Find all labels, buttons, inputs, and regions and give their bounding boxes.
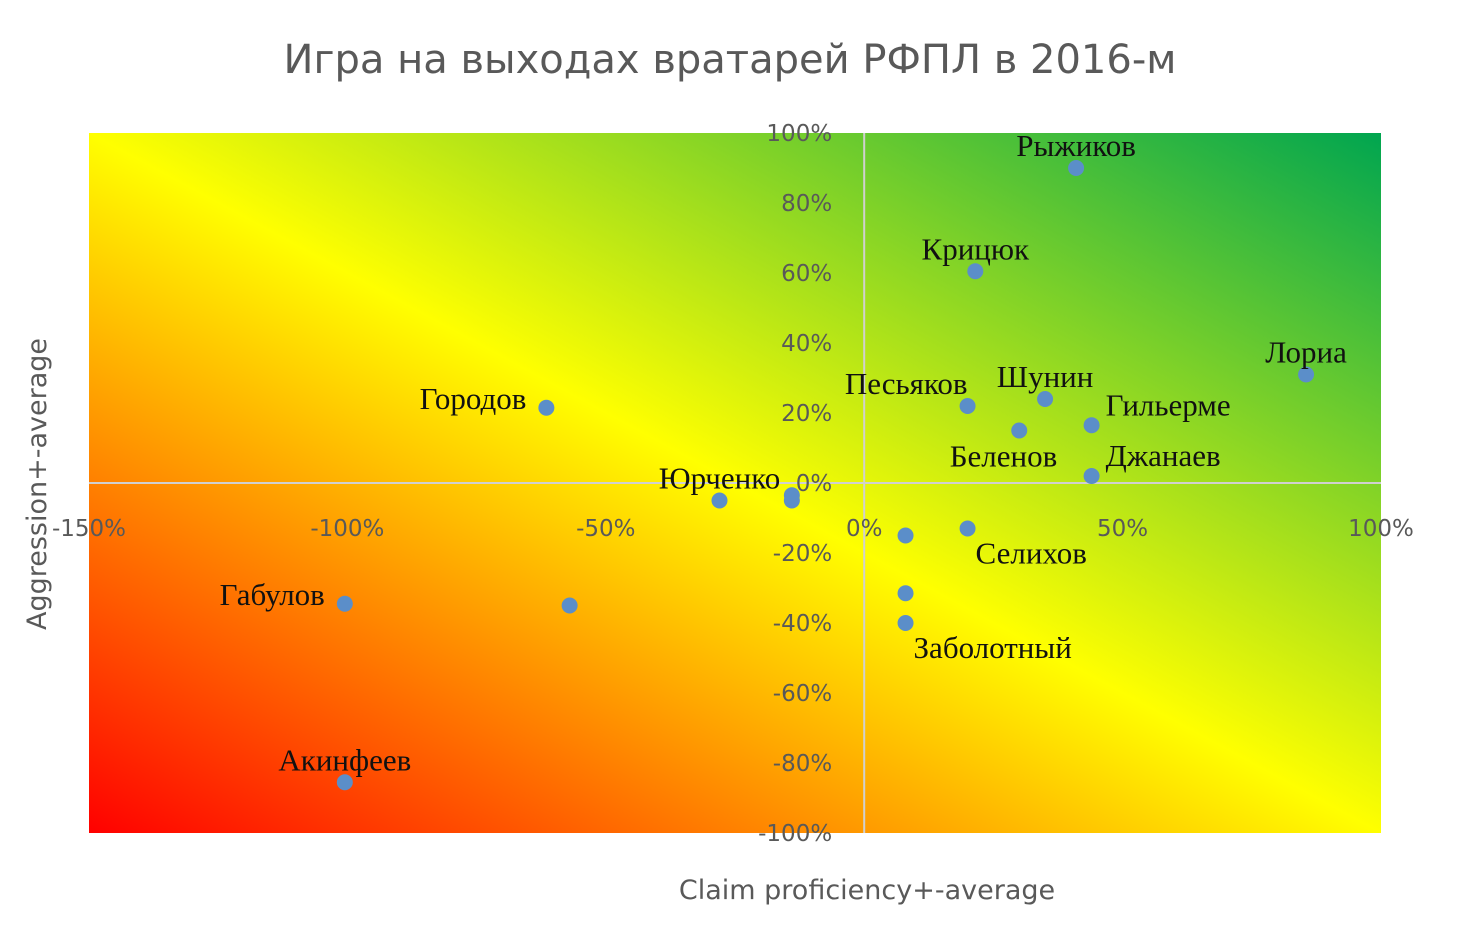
data-point — [538, 399, 555, 416]
data-point — [897, 585, 914, 602]
y-tick-label: 80% — [781, 191, 832, 217]
data-point — [897, 615, 914, 631]
data-point-label: Шунин — [997, 359, 1094, 394]
x-tick-label: 0% — [846, 516, 883, 542]
x-tick-label: -50% — [576, 516, 635, 542]
data-point-label: Селихов — [976, 536, 1087, 571]
data-point — [561, 597, 578, 614]
axes — [89, 133, 1381, 833]
data-point-label: Джанаев — [1106, 438, 1221, 473]
y-tick-label: -80% — [773, 751, 832, 777]
data-point-label: Крицюк — [922, 231, 1031, 266]
x-tick-label: 50% — [1097, 516, 1148, 542]
data-point-label: Акинфеев — [278, 742, 411, 777]
y-tick-label: 100% — [766, 121, 832, 147]
data-point — [711, 492, 728, 509]
data-point — [1083, 417, 1100, 434]
data-point — [1068, 160, 1085, 176]
y-axis-ticks: 100% 80% 60% 40% 20% 0% -20% -40% -60% -80% -100% — [758, 121, 832, 847]
x-axis-title: Claim proficiency+-average — [679, 875, 1055, 906]
data-point — [336, 774, 353, 791]
data-point-label: Гильерме — [1106, 387, 1231, 422]
point-labels: Рыжиков Крицюк Лориа Шунин Песьяков Гильерме Б… — [220, 128, 1348, 777]
data-point-label: Габулов — [220, 577, 325, 612]
data-point — [336, 595, 353, 612]
y-tick-label: -20% — [773, 541, 832, 567]
y-tick-label: 20% — [781, 401, 832, 427]
y-tick-label: -60% — [773, 681, 832, 707]
y-tick-label: 40% — [781, 331, 832, 357]
data-point — [967, 263, 984, 280]
data-point-label: Юрченко — [659, 461, 781, 496]
x-axis-ticks: -150% -100% -50% 0% 50% 100% — [52, 516, 1414, 542]
data-point — [959, 520, 976, 537]
data-point — [1298, 366, 1315, 383]
data-point-label: Заболотный — [914, 630, 1072, 665]
data-point-label: Беленов — [950, 439, 1058, 474]
y-tick-label: 0% — [796, 471, 833, 497]
y-axis-title: Aggression+-average — [22, 338, 53, 630]
data-point — [959, 398, 976, 414]
data-point — [1083, 468, 1100, 484]
data-point-label: Городов — [420, 381, 527, 416]
data-point — [1037, 391, 1054, 407]
x-tick-label: -150% — [52, 516, 126, 542]
y-tick-label: -40% — [773, 611, 832, 637]
x-tick-label: -100% — [310, 516, 384, 542]
x-tick-label: 100% — [1348, 516, 1414, 542]
data-point — [897, 527, 914, 544]
data-point — [783, 492, 800, 509]
data-points — [336, 160, 1315, 791]
chart-title: Игра на выходах вратарей РФПЛ в 2016-м — [284, 37, 1177, 83]
data-point — [1011, 422, 1028, 439]
data-point-label: Песьяков — [845, 366, 968, 401]
y-tick-label: 60% — [781, 261, 832, 287]
y-tick-label: -100% — [758, 821, 832, 847]
data-point-label: Рыжиков — [1016, 128, 1136, 163]
data-point-label: Лориа — [1265, 335, 1347, 370]
